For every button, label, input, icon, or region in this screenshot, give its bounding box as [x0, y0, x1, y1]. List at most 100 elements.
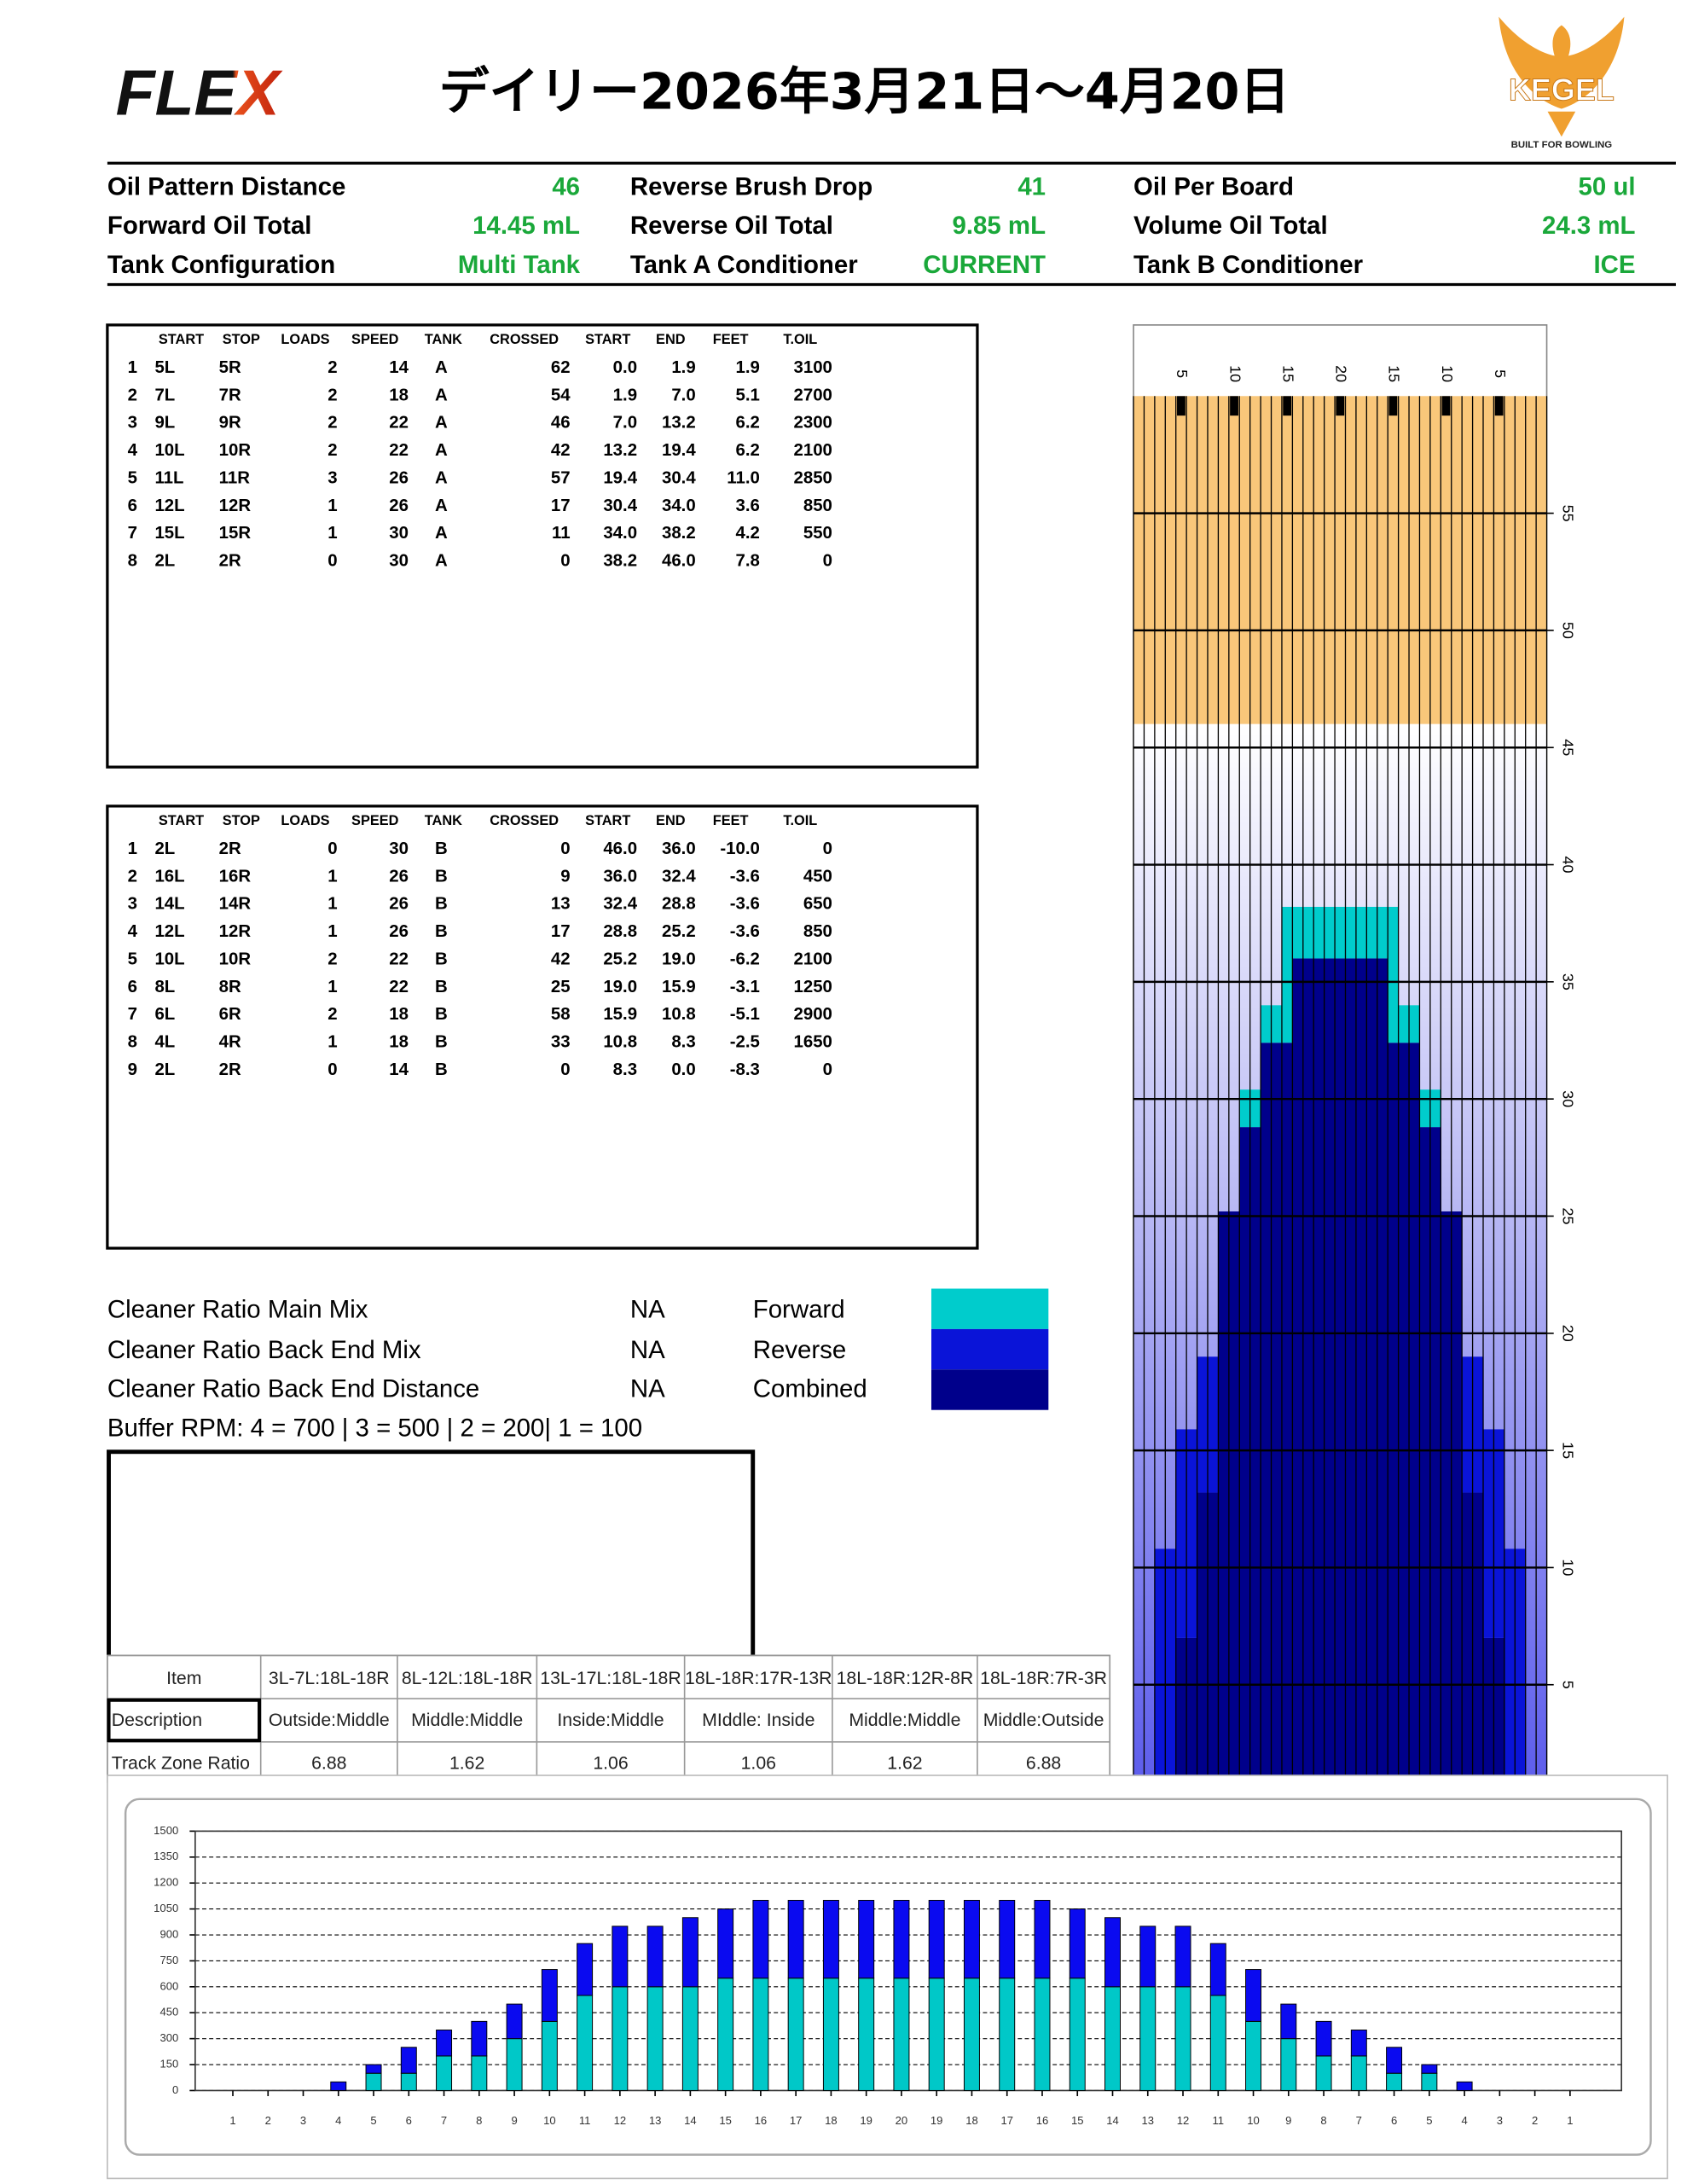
oil-segment: [1429, 1127, 1441, 1803]
table-cell: 3: [328, 468, 337, 487]
table-cell: 19.0: [603, 978, 637, 996]
cleaner-label: Cleaner Ratio Main Mix: [107, 1295, 368, 1323]
bar-segment: [752, 1899, 769, 1979]
table-cell: 15R: [219, 524, 252, 543]
oil-segment: [1483, 1637, 1494, 1803]
oil-segment: [1186, 1637, 1197, 1803]
table-cell: 15L: [154, 524, 184, 543]
summary-value: 46: [552, 172, 580, 200]
y-tick-label: 1350: [154, 1850, 178, 1862]
column-header: START: [159, 813, 204, 828]
x-tick-label: 5: [1426, 2114, 1432, 2127]
table-cell: 62: [551, 358, 571, 377]
bar-segment: [1034, 1899, 1051, 1979]
zone-cell: 6.88: [1026, 1753, 1061, 1774]
summary: Oil Pattern Distance 46 Reverse Brush Drop…: [107, 172, 1636, 279]
x-tick-label: 2: [1532, 2114, 1538, 2127]
oil-segment: [1504, 1548, 1516, 1803]
table-cell: 14: [389, 358, 409, 377]
y-tick-label: 40: [1560, 857, 1577, 874]
table-cell: 34.0: [662, 497, 696, 515]
bar-segment: [365, 2064, 382, 2074]
x-tick-label: 3: [300, 2114, 306, 2127]
column-header: FEET: [713, 332, 749, 347]
bar-segment: [646, 1986, 664, 2091]
bar-segment: [893, 1978, 910, 2091]
table-cell: 22: [389, 414, 409, 433]
table-cell: 46.0: [662, 552, 696, 571]
bar-segment: [787, 1978, 804, 2091]
table-cell: 6.2: [736, 441, 760, 460]
oil-segment: [1207, 1492, 1219, 1803]
table-cell: 12R: [219, 922, 252, 941]
table-cell: B: [435, 839, 448, 858]
x-tick-label: 4: [1461, 2114, 1467, 2127]
legend-label: Forward: [753, 1295, 845, 1323]
bar-segment: [1174, 1926, 1191, 1988]
table-cell: 42: [551, 441, 571, 460]
cleaner-value: NA: [630, 1295, 665, 1323]
oil-segment: [1419, 1089, 1430, 1128]
oil-segment: [1249, 1127, 1261, 1803]
bar-segment: [1421, 2072, 1438, 2091]
table-cell: 7: [128, 524, 137, 543]
cleaner-label: Cleaner Ratio Back End Distance: [107, 1375, 479, 1403]
x-tick-label: 7: [441, 2114, 447, 2127]
table-cell: 25.2: [662, 922, 696, 941]
board-label: 5: [1174, 369, 1191, 378]
table-cell: 11: [552, 524, 571, 543]
table-cell: 26: [389, 497, 409, 515]
board-label: 15: [1279, 365, 1296, 382]
table-cell: B: [435, 867, 448, 886]
bar-segment: [1350, 2055, 1367, 2091]
table-cell: 58: [551, 1005, 571, 1024]
summary-value: Multi Tank: [458, 251, 581, 279]
bar-segment: [365, 2072, 382, 2091]
y-tick-label: 5: [1560, 1681, 1577, 1689]
table-cell: 7.0: [671, 386, 695, 404]
selected-cell: [107, 1698, 262, 1743]
x-tick-label: 3: [1497, 2114, 1503, 2127]
table-cell: 54: [551, 386, 571, 404]
table-cell: -5.1: [730, 1005, 760, 1024]
table-cell: 6: [128, 978, 137, 996]
kegel-bird: [1499, 16, 1625, 137]
table-cell: 6.2: [736, 414, 760, 433]
table-cell: 4: [128, 441, 138, 460]
table-cell: 5R: [219, 358, 241, 377]
table-cell: 1.9: [671, 358, 695, 377]
table-cell: A: [435, 414, 448, 433]
x-tick-label: 12: [614, 2114, 627, 2127]
bar-segment: [646, 1926, 664, 1988]
table-cell: 30.4: [662, 468, 696, 487]
column-header: STOP: [223, 332, 260, 347]
table-cell: 2300: [793, 414, 832, 433]
table-cell: 6L: [154, 1005, 175, 1024]
table-cell: 2L: [154, 1060, 175, 1079]
table-cell: 38.2: [662, 524, 696, 543]
bar-segment: [1386, 2047, 1403, 2074]
y-tick-label: 55: [1560, 505, 1577, 522]
table-cell: 11R: [219, 468, 251, 487]
bar-segment: [858, 1978, 875, 2091]
x-tick-label: 19: [930, 2114, 943, 2127]
board-label: 15: [1386, 365, 1403, 382]
x-tick-label: 8: [476, 2114, 482, 2127]
oil-segment: [1292, 958, 1303, 1803]
oil-segment: [1462, 1492, 1473, 1803]
title: デイリー2026年3月21日～4月20日: [439, 61, 1290, 120]
board-arrow: [1283, 396, 1292, 416]
table-cell: 5.1: [736, 386, 760, 404]
bar-segment: [1034, 1978, 1051, 2091]
table-cell: 5: [128, 950, 137, 968]
table-cell: 2700: [793, 386, 832, 404]
table-cell: 4R: [219, 1033, 241, 1052]
oil-segment: [1313, 958, 1325, 1803]
y-tick-label: 1500: [154, 1824, 178, 1837]
bar-segment: [1280, 2038, 1297, 2091]
table-cell: 11.0: [727, 468, 760, 487]
zone-cell: Middle:Middle: [411, 1710, 523, 1730]
oil-segment: [1197, 1492, 1208, 1803]
